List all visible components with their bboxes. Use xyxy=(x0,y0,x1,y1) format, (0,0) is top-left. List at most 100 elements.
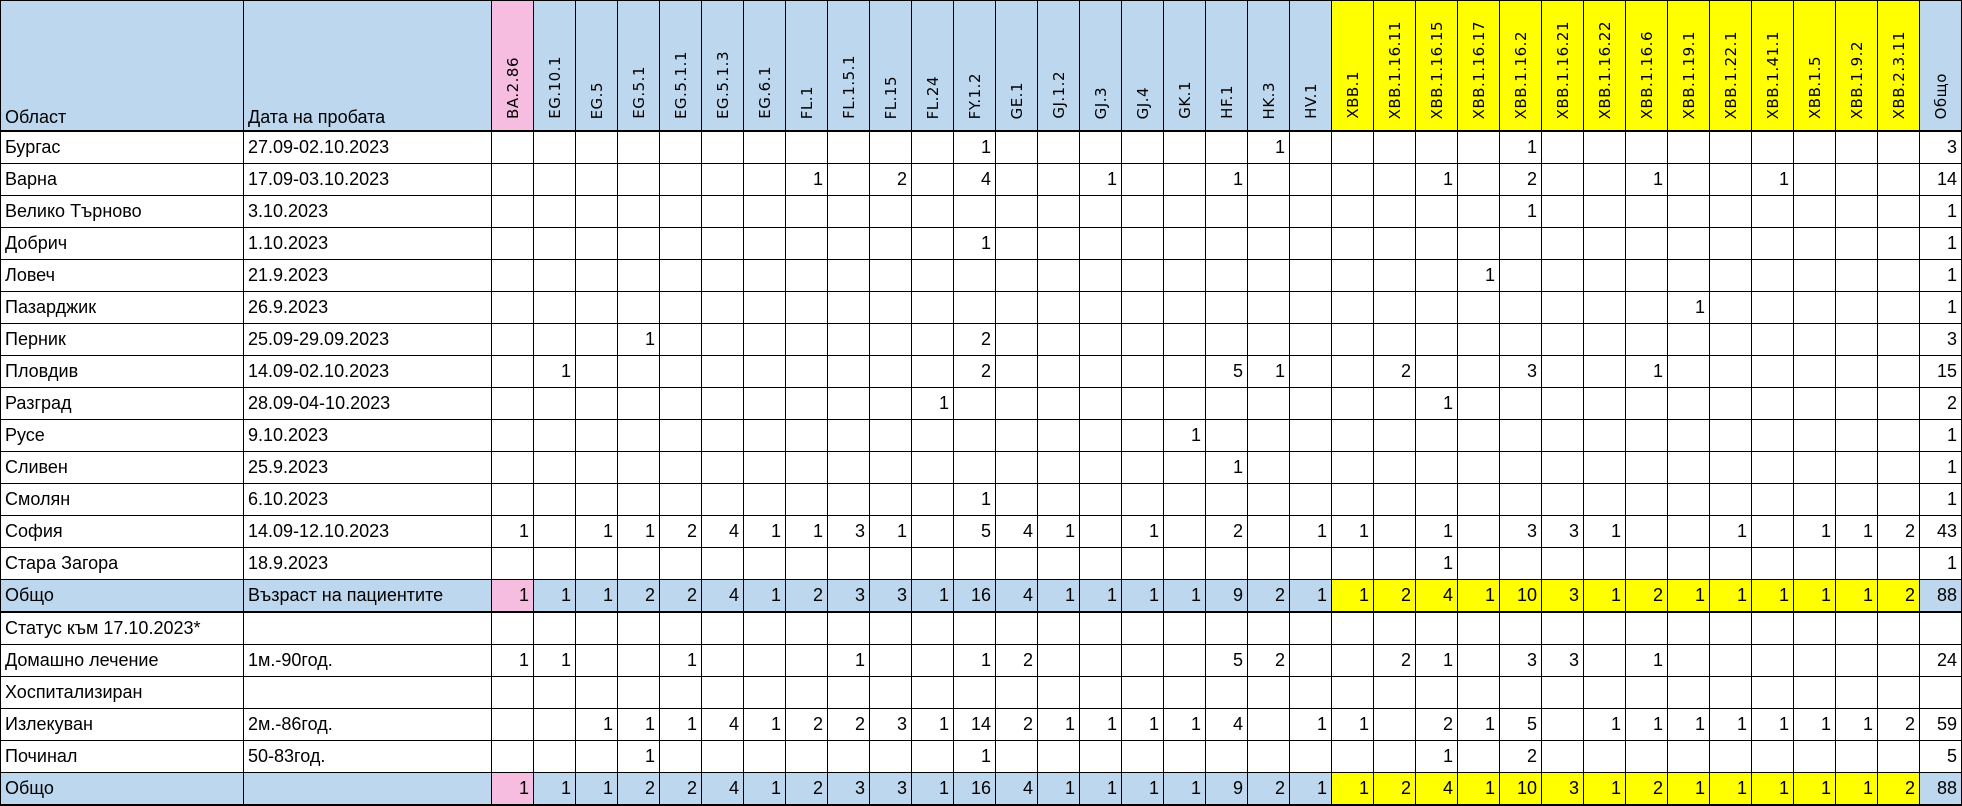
cell-value[interactable]: 2 xyxy=(1205,515,1248,548)
cell-value[interactable] xyxy=(911,130,954,164)
cell-value[interactable] xyxy=(659,195,702,228)
cell-value[interactable]: 1 xyxy=(1079,579,1122,613)
cell-value[interactable] xyxy=(1079,740,1122,773)
cell-value[interactable] xyxy=(1163,163,1206,196)
cell-value[interactable] xyxy=(1289,547,1332,580)
cell-value[interactable] xyxy=(1625,483,1668,516)
cell-value[interactable] xyxy=(1205,740,1248,773)
cell-value[interactable] xyxy=(1457,163,1500,196)
cell-value[interactable] xyxy=(1751,451,1794,484)
cell-value[interactable] xyxy=(1289,419,1332,452)
row-total[interactable]: 1 xyxy=(1919,291,1962,324)
cell-value[interactable] xyxy=(1037,227,1080,260)
row-date[interactable]: 3.10.2023 xyxy=(243,195,492,228)
cell-value[interactable] xyxy=(1583,740,1626,773)
cell-value[interactable] xyxy=(1037,195,1080,228)
row-label[interactable]: София xyxy=(0,515,244,548)
cell-value[interactable] xyxy=(1667,355,1710,388)
cell-value[interactable] xyxy=(1667,130,1710,164)
cell-value[interactable] xyxy=(869,419,912,452)
cell-value[interactable] xyxy=(701,740,744,773)
cell-value[interactable]: 1 xyxy=(491,515,534,548)
cell-value[interactable] xyxy=(1877,130,1920,164)
cell-value[interactable]: 5 xyxy=(1205,355,1248,388)
cell-value[interactable] xyxy=(785,676,828,709)
cell-value[interactable]: 2 xyxy=(1625,579,1668,613)
cell-value[interactable] xyxy=(1709,419,1752,452)
cell-value[interactable]: 4 xyxy=(701,772,744,806)
cell-value[interactable] xyxy=(1373,387,1416,420)
cell-value[interactable]: 1 xyxy=(911,387,954,420)
cell-value[interactable] xyxy=(1625,515,1668,548)
row-total[interactable]: 3 xyxy=(1919,130,1962,164)
row-label[interactable]: Бургас xyxy=(0,130,244,164)
cell-value[interactable]: 2 xyxy=(1877,772,1920,806)
cell-value[interactable]: 1 xyxy=(1457,579,1500,613)
cell-value[interactable] xyxy=(1121,483,1164,516)
cell-value[interactable] xyxy=(1541,419,1584,452)
header-lineage[interactable]: XBB.1.16.2 xyxy=(1499,0,1542,132)
cell-value[interactable] xyxy=(1709,547,1752,580)
cell-value[interactable] xyxy=(1877,163,1920,196)
cell-value[interactable] xyxy=(1373,195,1416,228)
row-date[interactable] xyxy=(243,772,492,806)
cell-value[interactable] xyxy=(617,259,660,292)
cell-value[interactable] xyxy=(1751,483,1794,516)
cell-value[interactable] xyxy=(1457,355,1500,388)
cell-value[interactable] xyxy=(617,355,660,388)
cell-value[interactable] xyxy=(1835,259,1878,292)
cell-value[interactable]: 1 xyxy=(659,644,702,677)
cell-value[interactable] xyxy=(1793,676,1836,709)
cell-value[interactable] xyxy=(785,547,828,580)
header-lineage[interactable]: XBB.1.19.1 xyxy=(1667,0,1710,132)
cell-value[interactable] xyxy=(953,259,996,292)
cell-value[interactable] xyxy=(491,611,534,645)
cell-value[interactable] xyxy=(1079,644,1122,677)
cell-value[interactable] xyxy=(1037,676,1080,709)
cell-value[interactable] xyxy=(953,419,996,452)
cell-value[interactable]: 1 xyxy=(1457,259,1500,292)
cell-value[interactable] xyxy=(1373,419,1416,452)
cell-value[interactable]: 1 xyxy=(743,772,786,806)
cell-value[interactable] xyxy=(533,163,576,196)
cell-value[interactable] xyxy=(491,387,534,420)
cell-value[interactable] xyxy=(1247,419,1290,452)
row-date[interactable] xyxy=(243,676,492,709)
row-label[interactable]: Варна xyxy=(0,163,244,196)
cell-value[interactable] xyxy=(701,451,744,484)
cell-value[interactable]: 2 xyxy=(1247,772,1290,806)
header-lineage[interactable]: EG.6.1 xyxy=(743,0,786,132)
cell-value[interactable] xyxy=(617,676,660,709)
cell-value[interactable] xyxy=(1583,419,1626,452)
cell-value[interactable] xyxy=(1247,483,1290,516)
row-date[interactable]: 6.10.2023 xyxy=(243,483,492,516)
cell-value[interactable] xyxy=(1415,259,1458,292)
cell-value[interactable] xyxy=(701,259,744,292)
cell-value[interactable] xyxy=(1289,130,1332,164)
cell-value[interactable] xyxy=(1877,611,1920,645)
cell-value[interactable]: 1 xyxy=(1163,772,1206,806)
cell-value[interactable] xyxy=(701,163,744,196)
cell-value[interactable] xyxy=(1415,676,1458,709)
cell-value[interactable] xyxy=(701,547,744,580)
cell-value[interactable] xyxy=(1835,291,1878,324)
cell-value[interactable] xyxy=(995,291,1038,324)
cell-value[interactable] xyxy=(743,227,786,260)
cell-value[interactable] xyxy=(911,323,954,356)
cell-value[interactable] xyxy=(1037,163,1080,196)
cell-value[interactable] xyxy=(1709,323,1752,356)
cell-value[interactable] xyxy=(659,676,702,709)
cell-value[interactable]: 5 xyxy=(953,515,996,548)
cell-value[interactable] xyxy=(1877,323,1920,356)
cell-value[interactable] xyxy=(1415,611,1458,645)
cell-value[interactable]: 1 xyxy=(1751,772,1794,806)
cell-value[interactable] xyxy=(827,259,870,292)
cell-value[interactable] xyxy=(1751,740,1794,773)
cell-value[interactable] xyxy=(1457,387,1500,420)
cell-value[interactable] xyxy=(995,387,1038,420)
cell-value[interactable]: 2 xyxy=(953,323,996,356)
cell-value[interactable] xyxy=(1079,130,1122,164)
cell-value[interactable] xyxy=(785,323,828,356)
cell-value[interactable] xyxy=(743,387,786,420)
cell-value[interactable] xyxy=(1163,195,1206,228)
